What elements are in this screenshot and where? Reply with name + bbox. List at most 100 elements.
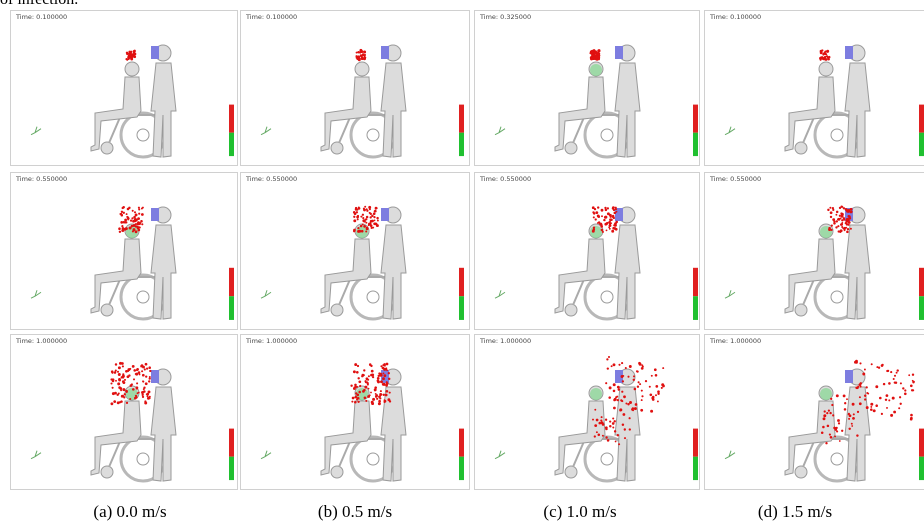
particle	[126, 213, 128, 215]
particle	[848, 418, 850, 420]
particle	[378, 402, 381, 405]
figures	[91, 207, 176, 319]
particle	[368, 388, 370, 390]
particle	[138, 213, 140, 215]
particle	[118, 366, 121, 369]
particle	[367, 384, 369, 386]
particle	[369, 394, 371, 396]
particle	[605, 209, 607, 211]
axes-icon	[725, 290, 735, 298]
particle	[870, 406, 872, 408]
particle	[607, 212, 610, 215]
particle	[141, 370, 143, 372]
particle	[879, 397, 882, 400]
particle	[617, 434, 619, 436]
colorbar-green	[693, 133, 698, 156]
standing-body	[615, 387, 640, 481]
particle	[638, 381, 640, 383]
particle	[864, 395, 866, 397]
particle	[837, 218, 840, 221]
particle	[358, 380, 361, 383]
particle	[870, 408, 873, 411]
particle	[864, 398, 866, 400]
caster	[331, 142, 343, 154]
particle	[828, 227, 831, 230]
particle	[850, 211, 853, 214]
particle	[366, 216, 369, 219]
particle	[912, 373, 914, 375]
seated-body	[785, 239, 835, 313]
particle	[622, 375, 624, 377]
particle	[624, 428, 626, 430]
particle	[123, 212, 125, 214]
particle	[380, 390, 382, 392]
particle	[860, 386, 862, 388]
particle	[592, 419, 594, 421]
particle	[604, 207, 606, 209]
particle	[139, 226, 141, 228]
colorbar-green	[229, 457, 234, 480]
page: of infection. Time: 0.100000Time: 0.1000…	[0, 0, 924, 525]
particle	[619, 408, 622, 411]
wheel-hub	[367, 129, 379, 141]
particle	[881, 413, 883, 415]
particle	[841, 213, 844, 216]
wheel-hub	[137, 291, 149, 303]
particle	[384, 374, 387, 377]
particle	[898, 407, 900, 409]
particle	[833, 222, 836, 225]
caption: (c) 1.0 m/s	[480, 502, 680, 522]
particle	[353, 370, 356, 373]
particle	[353, 211, 356, 214]
particle	[590, 58, 593, 61]
particle	[133, 378, 135, 380]
particle	[855, 361, 858, 364]
particle	[130, 51, 132, 53]
particle	[124, 393, 126, 395]
particle	[841, 222, 843, 224]
particle	[127, 368, 130, 371]
particle	[365, 231, 367, 233]
particle	[850, 228, 852, 230]
particle	[125, 390, 128, 393]
particle	[609, 221, 611, 223]
particle	[138, 208, 140, 210]
particle	[615, 396, 617, 398]
particle	[130, 219, 132, 221]
colorbar-red	[919, 268, 924, 296]
standing-body	[615, 225, 640, 319]
particle	[615, 441, 617, 443]
particle	[655, 374, 658, 377]
sim-panel: Time: 0.100000	[10, 10, 238, 166]
sim-panel: Time: 0.550000	[474, 172, 700, 330]
particle	[614, 398, 617, 401]
particle	[357, 227, 359, 229]
particle	[825, 50, 827, 52]
particle	[129, 398, 131, 400]
particle	[655, 385, 658, 388]
time-label: Time: 1.000000	[16, 337, 67, 345]
axes-icon	[31, 290, 41, 298]
particle	[121, 225, 123, 227]
colorbar-red	[693, 429, 698, 457]
particle	[828, 56, 831, 59]
particle	[829, 412, 831, 414]
time-label: Time: 0.325000	[480, 13, 531, 21]
particle	[821, 50, 823, 52]
particle	[136, 223, 139, 226]
particle	[621, 391, 623, 393]
mask	[845, 370, 853, 383]
particle	[830, 216, 832, 218]
time-label: Time: 0.100000	[246, 13, 297, 21]
head-highlight	[820, 388, 832, 400]
particle	[135, 230, 138, 233]
time-label: Time: 1.000000	[480, 337, 531, 345]
particle	[351, 401, 353, 403]
particle	[133, 50, 136, 53]
particle	[363, 51, 366, 54]
particle	[837, 225, 839, 227]
particle	[592, 211, 594, 213]
particle	[831, 404, 833, 406]
particle	[120, 221, 123, 224]
particle	[134, 369, 136, 371]
